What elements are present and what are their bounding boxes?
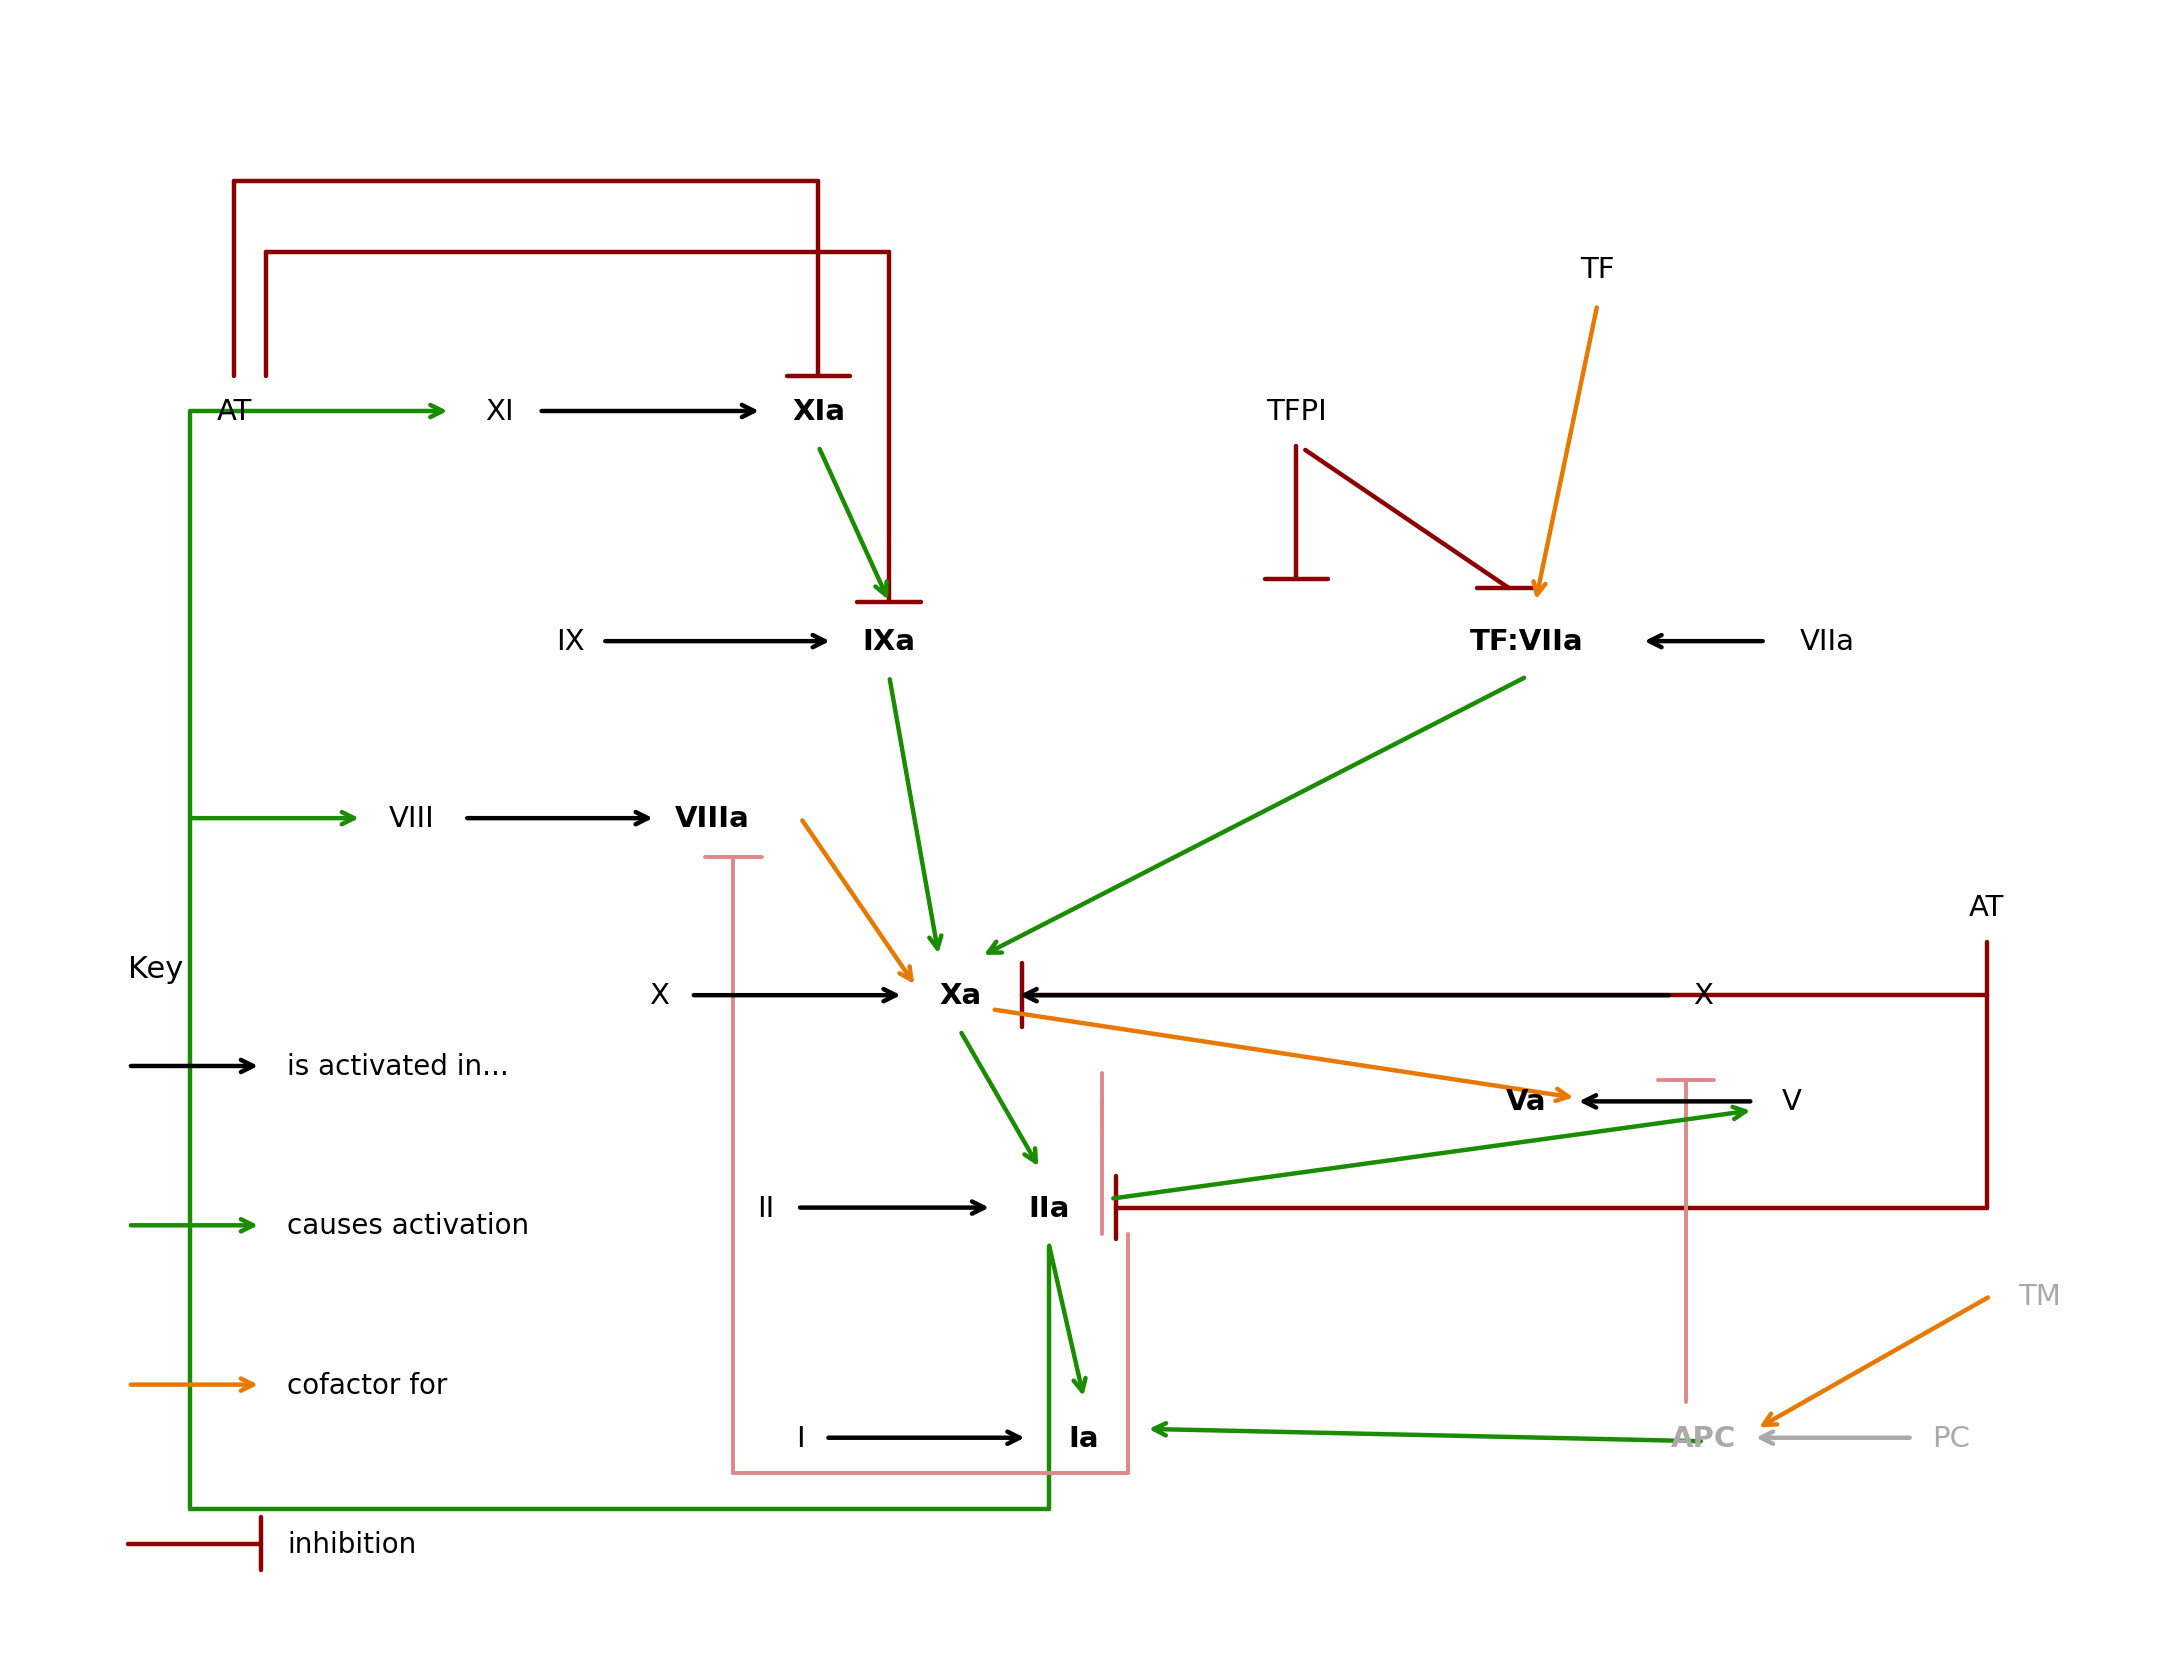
Text: Ia: Ia (1069, 1423, 1099, 1451)
Text: Xa: Xa (939, 981, 982, 1010)
Text: IXa: IXa (863, 627, 915, 655)
Text: X: X (1693, 981, 1713, 1010)
Text: XIa: XIa (791, 397, 846, 425)
Text: AT: AT (217, 397, 251, 425)
Text: APC: APC (1672, 1423, 1737, 1451)
Text: IX: IX (557, 627, 585, 655)
Text: TFPI: TFPI (1266, 397, 1327, 425)
Text: TM: TM (2018, 1283, 2062, 1311)
Text: VIIa: VIIa (1799, 627, 1856, 655)
Text: is activated in...: is activated in... (288, 1053, 509, 1081)
Text: TF: TF (1580, 257, 1615, 285)
Text: Key: Key (128, 955, 184, 983)
Text: X: X (648, 981, 670, 1010)
Text: VIIIa: VIIIa (674, 804, 750, 832)
Text: PC: PC (1932, 1423, 1971, 1451)
Text: XI: XI (486, 397, 514, 425)
Text: AT: AT (1969, 894, 2005, 922)
Text: cofactor for: cofactor for (288, 1370, 449, 1398)
Text: IIa: IIa (1028, 1193, 1069, 1221)
Text: V: V (1782, 1087, 1802, 1115)
Text: causes activation: causes activation (288, 1211, 529, 1240)
Text: II: II (757, 1193, 774, 1221)
Text: I: I (796, 1423, 804, 1451)
Text: TF:VIIa: TF:VIIa (1470, 627, 1583, 655)
Text: Va: Va (1507, 1087, 1546, 1115)
Text: VIII: VIII (388, 804, 434, 832)
Text: inhibition: inhibition (288, 1529, 416, 1557)
